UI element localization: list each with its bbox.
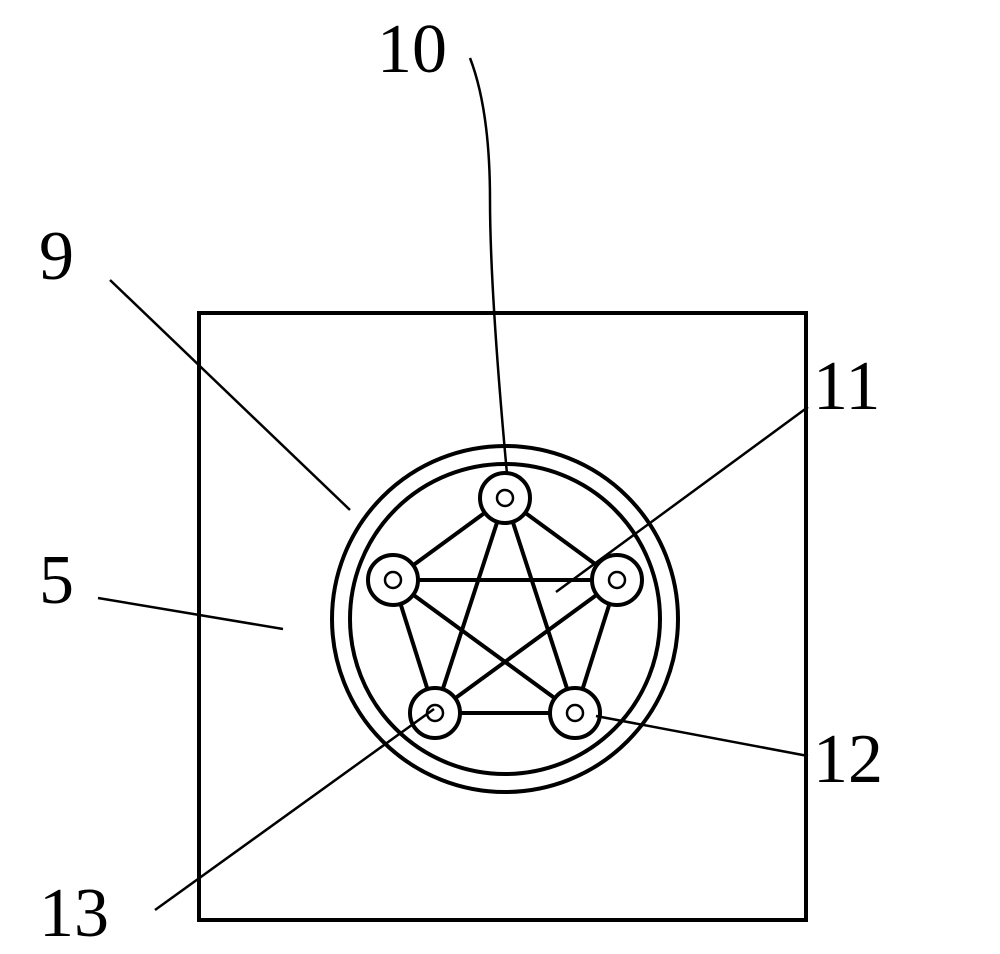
leader-13 (155, 709, 434, 910)
outer-square (199, 313, 806, 920)
diagram-svg (0, 0, 1000, 954)
node-bottom_left-outer (410, 688, 460, 738)
label-11: 11 (813, 347, 880, 427)
node-left-outer (368, 555, 418, 605)
label-10: 10 (377, 10, 447, 90)
diagram-stage: 10 9 11 5 12 13 (0, 0, 1000, 954)
node-top-outer (480, 473, 530, 523)
node-bottom_right-outer (550, 688, 600, 738)
label-9: 9 (39, 217, 74, 297)
label-12: 12 (813, 720, 883, 800)
pentagram-edge (505, 498, 575, 713)
leader-12 (596, 716, 808, 756)
node-right-outer (592, 555, 642, 605)
label-13: 13 (39, 874, 109, 954)
leader-11 (556, 407, 808, 592)
leader-10 (470, 58, 507, 474)
pentagram-edge (435, 498, 505, 713)
leader-5 (98, 598, 283, 629)
label-5: 5 (39, 541, 74, 621)
